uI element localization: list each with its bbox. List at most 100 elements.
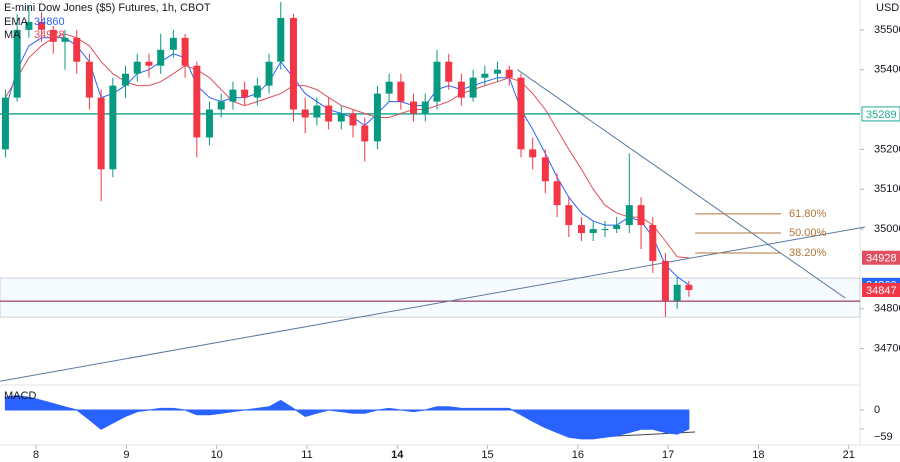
macd-tick-label: −59 xyxy=(874,431,893,443)
x-tick-label: 8 xyxy=(33,449,39,461)
candle-body xyxy=(253,85,261,98)
legend-ema-value: 34860 xyxy=(34,16,65,28)
candle-body xyxy=(289,17,297,110)
candle-body xyxy=(553,181,561,206)
legend: E-mini Dow Jones ($5) Futures, 1h, CBOT … xyxy=(4,2,211,402)
candle-body xyxy=(457,81,465,98)
candle-body xyxy=(505,69,513,78)
x-tick-label: 9 xyxy=(123,449,129,461)
fib-label: 50.00% xyxy=(789,227,827,239)
x-tick-label: 18 xyxy=(752,449,764,461)
candle-body xyxy=(181,37,189,66)
close-badge: 34847 xyxy=(866,285,897,297)
x-tick-label: 17 xyxy=(662,449,674,461)
candle-body xyxy=(433,61,441,102)
ma-badge-bg xyxy=(862,250,900,265)
candle-body xyxy=(385,81,393,94)
candle-body xyxy=(469,77,477,98)
candle-body xyxy=(25,21,33,30)
candle-body xyxy=(481,73,489,78)
x-tick-label: 15 xyxy=(481,449,493,461)
indicator-line xyxy=(4,33,689,259)
y-tick-label: 35400 xyxy=(874,64,900,76)
candle-body xyxy=(601,229,609,231)
trendline xyxy=(517,69,846,299)
candle-body xyxy=(673,284,681,301)
x-tick-label: 14 xyxy=(391,449,404,461)
candle-body xyxy=(589,229,597,234)
candle-body xyxy=(541,157,549,182)
candle-body xyxy=(361,125,369,142)
y-tick-label: 34800 xyxy=(874,303,900,315)
macd-tick-label: 0 xyxy=(874,404,880,416)
fib-label: 61.80% xyxy=(789,208,827,220)
candle-body xyxy=(445,61,453,82)
candle-body xyxy=(421,101,429,114)
candle-body xyxy=(397,81,405,102)
candle-body xyxy=(337,113,345,122)
candle-body xyxy=(649,225,657,261)
hline-badge: 35289 xyxy=(866,109,897,121)
candle-body xyxy=(301,109,309,118)
candle-body xyxy=(577,225,585,234)
candle-body xyxy=(517,77,525,150)
candle-body xyxy=(265,61,273,86)
x-tick-label: 11 xyxy=(301,449,312,461)
candle-body xyxy=(49,29,57,42)
zone xyxy=(0,277,861,318)
y-tick-label: 35000 xyxy=(874,223,900,235)
y-tick-label: 35100 xyxy=(874,183,900,195)
candle-body xyxy=(613,225,621,230)
candle-body xyxy=(493,69,501,74)
legend-ma: MA xyxy=(4,29,21,41)
candle-body xyxy=(217,101,225,110)
candle-body xyxy=(85,61,93,98)
legend-ema: EMA xyxy=(4,16,29,28)
candle-body xyxy=(313,105,321,118)
candle-body xyxy=(637,205,645,226)
indicator-line xyxy=(4,37,690,286)
candle-body xyxy=(325,105,333,122)
hline-badge-bg xyxy=(861,106,900,122)
y-tick-label: 35200 xyxy=(874,143,900,155)
candle-body xyxy=(61,37,69,42)
candle-body xyxy=(205,109,213,138)
candle-body xyxy=(277,17,285,62)
legend-title: E-mini Dow Jones ($5) Futures, 1h, CBOT xyxy=(4,2,211,14)
candle-body xyxy=(109,85,117,170)
macd-area xyxy=(4,395,690,440)
candle-body xyxy=(625,205,633,226)
fib-label: 38.20% xyxy=(789,247,827,259)
ma-badge: 34928 xyxy=(866,253,897,265)
candle-body xyxy=(133,61,141,74)
y-tick-label: 34700 xyxy=(874,342,900,354)
candle-body xyxy=(169,37,177,50)
candle-body xyxy=(97,97,105,170)
close-badge-bg xyxy=(862,282,900,297)
candle-body xyxy=(193,65,201,138)
candle-body xyxy=(661,260,669,301)
candle-body xyxy=(529,149,537,158)
candle-body xyxy=(410,101,418,114)
candle-body xyxy=(1,97,9,150)
candle-body xyxy=(685,284,693,290)
candle-body xyxy=(565,205,573,226)
candle-body xyxy=(13,29,21,98)
candle-body xyxy=(145,61,153,66)
candle-body xyxy=(229,89,237,102)
x-tick-label: 10 xyxy=(211,449,223,461)
currency: USD xyxy=(876,2,899,14)
candle-body xyxy=(122,73,130,86)
macd-label: MACD xyxy=(4,390,36,402)
candle-body xyxy=(373,93,381,142)
legend-ma-value: 34928 xyxy=(34,29,65,41)
candle-body xyxy=(73,37,81,62)
y-tick-label: 35500 xyxy=(874,24,900,36)
candle-body xyxy=(349,113,357,126)
candle-body xyxy=(241,89,249,98)
x-tick-label: 21 xyxy=(843,449,855,461)
candle-body xyxy=(38,21,46,30)
x-tick-label: 16 xyxy=(572,449,584,461)
candle-body xyxy=(157,49,165,66)
